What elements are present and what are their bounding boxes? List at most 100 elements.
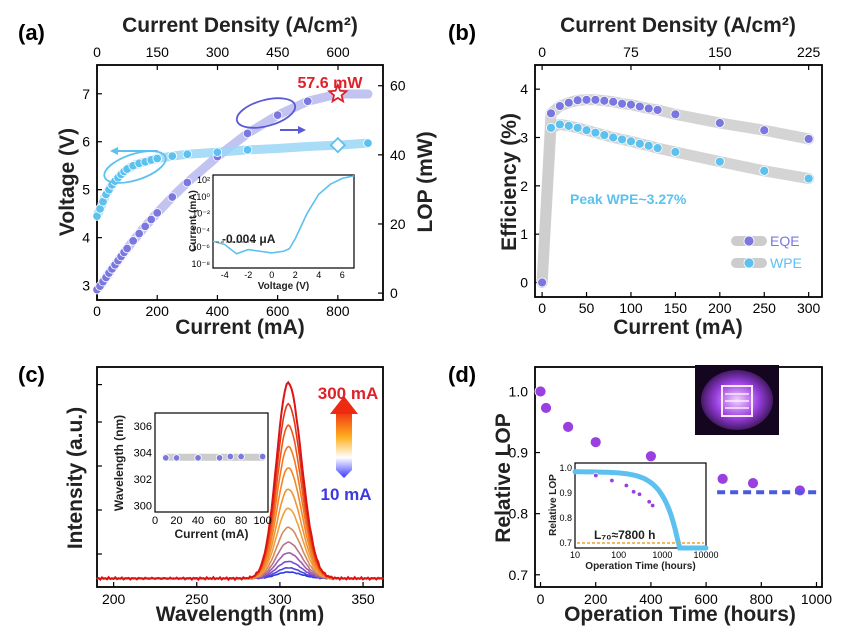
panel-d-label: (d) — [448, 362, 476, 387]
panel-b-wpe-point — [634, 138, 645, 149]
panel-a-inset-frame — [212, 174, 355, 269]
panel-d-inset-point — [630, 489, 637, 495]
panel-b-legend-marker — [743, 235, 755, 247]
panel-a-inset-ytick: 10⁰ — [196, 192, 210, 202]
panel-a-lop-point — [122, 243, 132, 254]
panel-b-eqe-point — [652, 105, 663, 115]
panel-c-inset-xtick: 80 — [235, 515, 247, 527]
panel-c-xlabel: Wavelength (nm) — [156, 603, 324, 626]
panel-a-inset-ytick: 10⁻⁴ — [191, 225, 210, 235]
panel-d-inset-frame — [574, 462, 707, 549]
panel-a-inset-xtick: 2 — [293, 270, 298, 280]
panel-a-ytick-label: 3 — [82, 278, 90, 294]
panel-c-xtick-label: 250 — [185, 591, 209, 607]
panel-d-ytick-label: 0.7 — [509, 567, 529, 583]
panel-a-inset-ytick: 10⁻⁸ — [191, 259, 210, 269]
panel-b-eqe-point — [608, 96, 619, 107]
panel-a-ytick2-label: 20 — [390, 216, 406, 232]
panel-a-inset-xtick: 6 — [340, 270, 345, 280]
panel-d-ytick-label: 0.9 — [509, 445, 529, 461]
panel-d-xtick-label: 1000 — [801, 591, 832, 607]
panel-c-inset-point — [226, 452, 235, 461]
panel-d-inset-point — [593, 472, 599, 479]
panel-c-frame — [96, 366, 384, 588]
panel-a-label: (a) — [18, 20, 45, 45]
panel-b-legend-label: WPE — [770, 255, 802, 271]
panel-c-inset-xtick: 40 — [192, 515, 204, 527]
panel-d-ytick-label: 1.0 — [509, 383, 529, 399]
panel-b-xtick-label: 300 — [797, 300, 821, 316]
panel-d-inset-point — [623, 482, 630, 489]
panel-b-label: (b) — [448, 20, 476, 45]
panel-a-ytick-label: 5 — [82, 182, 90, 198]
panel-a-peak-star — [327, 82, 349, 104]
panel-b-wpe-point — [572, 122, 583, 133]
panel-a-top-tick-label: 150 — [146, 44, 170, 60]
panel-c-inset-point — [237, 452, 245, 461]
panel-b-xtick-label: 150 — [664, 300, 688, 316]
panel-a-top-tick-label: 450 — [266, 44, 290, 60]
panel-a-top-xlabel: Current Density (A/cm²) — [122, 14, 358, 37]
panel-a-inset-iv-curve — [212, 175, 355, 255]
panel-d-inset-xtick: 10000 — [693, 550, 718, 560]
panel-b-top-tick-label: 150 — [708, 44, 732, 60]
panel-d-xlabel: Operation Time (hours) — [564, 603, 796, 626]
panel-d-device-chip — [721, 385, 753, 417]
panel-d-inset-xtick: 100 — [611, 550, 626, 560]
panel-b-eqe-point — [581, 94, 592, 105]
panel-c-spectrum-30mA — [96, 560, 383, 580]
panel-a-voltage-point — [212, 147, 223, 157]
panel-d-point — [716, 472, 729, 485]
panel-b-wpe-point — [626, 136, 636, 147]
panel-b-ytick-label: 0 — [520, 275, 528, 291]
panel-d-xtick-label: 800 — [750, 591, 774, 607]
panel-c-xtick-label: 350 — [351, 591, 375, 607]
panel-d-inset-point — [646, 499, 652, 505]
panel-a-lop-ellipse — [235, 97, 297, 129]
panel-c-gradient-arrowhead — [330, 396, 358, 414]
panel-c-inset-xtick: 60 — [213, 515, 225, 527]
panel-a-inset-annotation: -0.004 μA — [222, 232, 276, 246]
panel-b-eqe-point — [554, 101, 565, 111]
panel-c-inset-ytick: 304 — [134, 448, 152, 460]
panel-b-top-tick-label: 225 — [797, 44, 821, 60]
panel-a-top-tick-label: 600 — [326, 44, 350, 60]
panel-b-annotation: Peak WPE~3.27% — [570, 191, 687, 207]
panel-c-spectrum-50mA — [96, 552, 384, 580]
panel-a-ylabel: Voltage (V) — [56, 128, 79, 236]
panel-d-inset-point — [649, 502, 656, 509]
panel-c-inset-point — [215, 454, 224, 462]
panel-b-eqe-point — [599, 95, 610, 106]
panel-c-spectrum-300mA — [96, 380, 384, 582]
panel-d-point — [540, 402, 552, 414]
panel-c-inset-ylabel: Wavelength (nm) — [112, 415, 126, 511]
panel-b-xtick-label: 0 — [538, 300, 546, 316]
panel-d-xtick-label: 200 — [584, 591, 608, 607]
panel-a-diamond-marker — [329, 136, 347, 154]
panel-a-top-tick-label: 300 — [206, 44, 230, 60]
panel-b-xtick-label: 50 — [579, 300, 595, 316]
panel-b-ytick-label: 3 — [520, 130, 528, 146]
panel-a-lop-point — [182, 177, 193, 188]
panel-a-frame — [96, 64, 384, 301]
panel-a-ylabel2: LOP (mW) — [414, 131, 437, 232]
panel-b-eqe-point — [803, 134, 814, 144]
panel-a-inset-ytick: 10² — [197, 175, 210, 185]
panel-b-top-tick-label: 0 — [538, 44, 546, 60]
panel-b-legend-marker — [743, 257, 755, 269]
panel-c-xtick-label: 200 — [102, 591, 126, 607]
panel-b-eqe-point — [590, 94, 601, 105]
panel-b-wpe-point — [581, 125, 592, 136]
panel-b-legend-label: EQE — [770, 233, 800, 249]
panel-b-wpe-point — [759, 165, 770, 176]
panel-b-wpe-point — [617, 134, 627, 145]
panel-d-inset-xlabel: Operation Time (hours) — [585, 561, 695, 572]
panel-a-lop-point — [152, 208, 162, 218]
panel-c-high-label: 300 mA — [318, 384, 378, 403]
panel-b-wpe-point — [652, 143, 663, 154]
panel-b-wpe-point — [670, 147, 681, 157]
panel-d-xtick-label: 600 — [694, 591, 718, 607]
panel-d-inset-xtick: 10 — [570, 550, 580, 560]
panel-b-eqe-point — [634, 101, 645, 112]
panel-b-xlabel: Current (mA) — [613, 316, 743, 339]
